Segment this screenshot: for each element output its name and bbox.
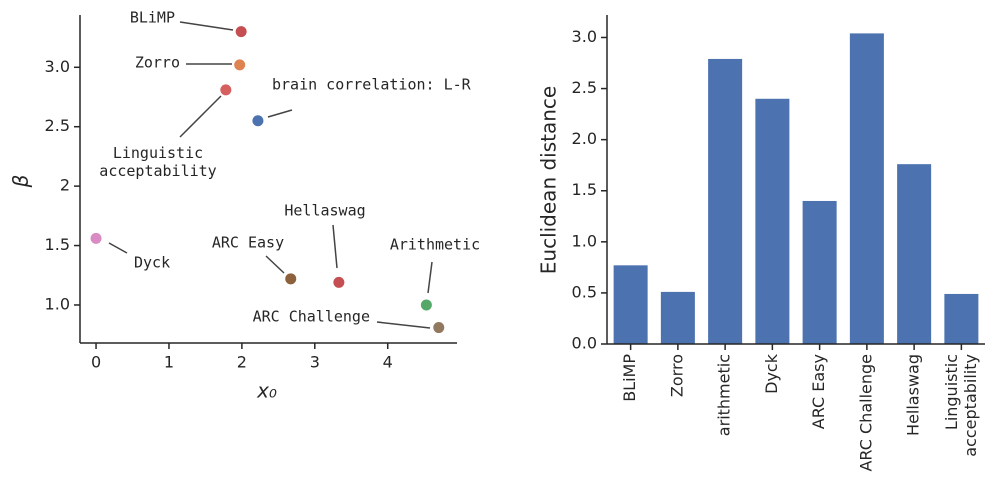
y-tick-label: 1.5 bbox=[572, 180, 597, 199]
x-tick-label: 2 bbox=[237, 353, 247, 372]
y-tick-label: 0.5 bbox=[572, 282, 597, 301]
annotation-line bbox=[427, 261, 433, 294]
bar bbox=[660, 291, 695, 344]
annotation: ARC Easy bbox=[212, 234, 284, 252]
x-tick-label: 0 bbox=[91, 353, 101, 372]
annotation-line bbox=[267, 109, 293, 118]
annotation: ARC Challenge bbox=[253, 308, 370, 326]
y-tick-label: 1.5 bbox=[45, 235, 70, 254]
y-tick-label: 3.0 bbox=[572, 27, 597, 46]
y-tick-label: 1.0 bbox=[45, 294, 70, 313]
bar bbox=[897, 164, 932, 344]
annotation: Zorro bbox=[135, 54, 180, 72]
x-tick-label: Hellaswag bbox=[904, 354, 923, 436]
y-axis-label: Euclidean distance bbox=[537, 86, 561, 274]
point bbox=[433, 322, 445, 334]
x-tick-label: 4 bbox=[383, 353, 393, 372]
y-tick-label: 0.0 bbox=[572, 334, 597, 353]
annotation-line bbox=[179, 95, 222, 138]
x-axis-label: x₀ bbox=[256, 379, 277, 403]
annotation: Linguistic acceptability bbox=[99, 144, 216, 180]
x-tick-label: ARC Challenge bbox=[856, 354, 875, 472]
annotation-line bbox=[332, 224, 338, 269]
annotation: Hellaswag bbox=[284, 202, 365, 220]
y-tick-label: 2 bbox=[60, 176, 70, 195]
y-tick-label: 3.0 bbox=[45, 57, 70, 76]
point bbox=[234, 59, 246, 71]
x-tick-label: Zorro bbox=[667, 354, 686, 397]
point bbox=[252, 115, 264, 127]
bar bbox=[613, 265, 648, 344]
x-tick-label: 1 bbox=[164, 353, 174, 372]
y-tick-label: 2.5 bbox=[572, 78, 597, 97]
point bbox=[90, 232, 102, 244]
annotation-line bbox=[376, 321, 431, 329]
bar bbox=[802, 200, 837, 344]
annotation-line bbox=[265, 255, 285, 274]
y-tick-label: 2.5 bbox=[45, 116, 70, 135]
bar bbox=[755, 98, 790, 344]
x-tick-label: ARC Easy bbox=[809, 354, 828, 429]
y-tick-label: 2.0 bbox=[572, 129, 597, 148]
x-tick-label: arithmetic bbox=[715, 354, 734, 436]
x-tick-label: Dyck bbox=[762, 353, 781, 394]
x-tick-label: Linguisticacceptability bbox=[941, 354, 979, 457]
annotation-line bbox=[108, 242, 128, 254]
bar bbox=[849, 33, 884, 345]
annotation-line bbox=[179, 21, 234, 31]
x-tick-label: BLiMP bbox=[620, 354, 639, 402]
y-tick-label: 1.0 bbox=[572, 231, 597, 250]
y-axis-label: β bbox=[9, 174, 33, 188]
bar bbox=[944, 293, 979, 344]
point bbox=[420, 299, 432, 311]
annotation: Dyck bbox=[134, 254, 170, 272]
bar bbox=[708, 58, 743, 344]
point bbox=[235, 26, 247, 38]
annotation: brain correlation: L-R bbox=[272, 76, 472, 94]
annotation: BLiMP bbox=[130, 9, 175, 27]
x-tick-label: 3 bbox=[310, 353, 320, 372]
annotation: Arithmetic bbox=[390, 236, 480, 254]
point bbox=[285, 273, 297, 285]
point bbox=[333, 276, 345, 288]
point bbox=[220, 84, 232, 96]
